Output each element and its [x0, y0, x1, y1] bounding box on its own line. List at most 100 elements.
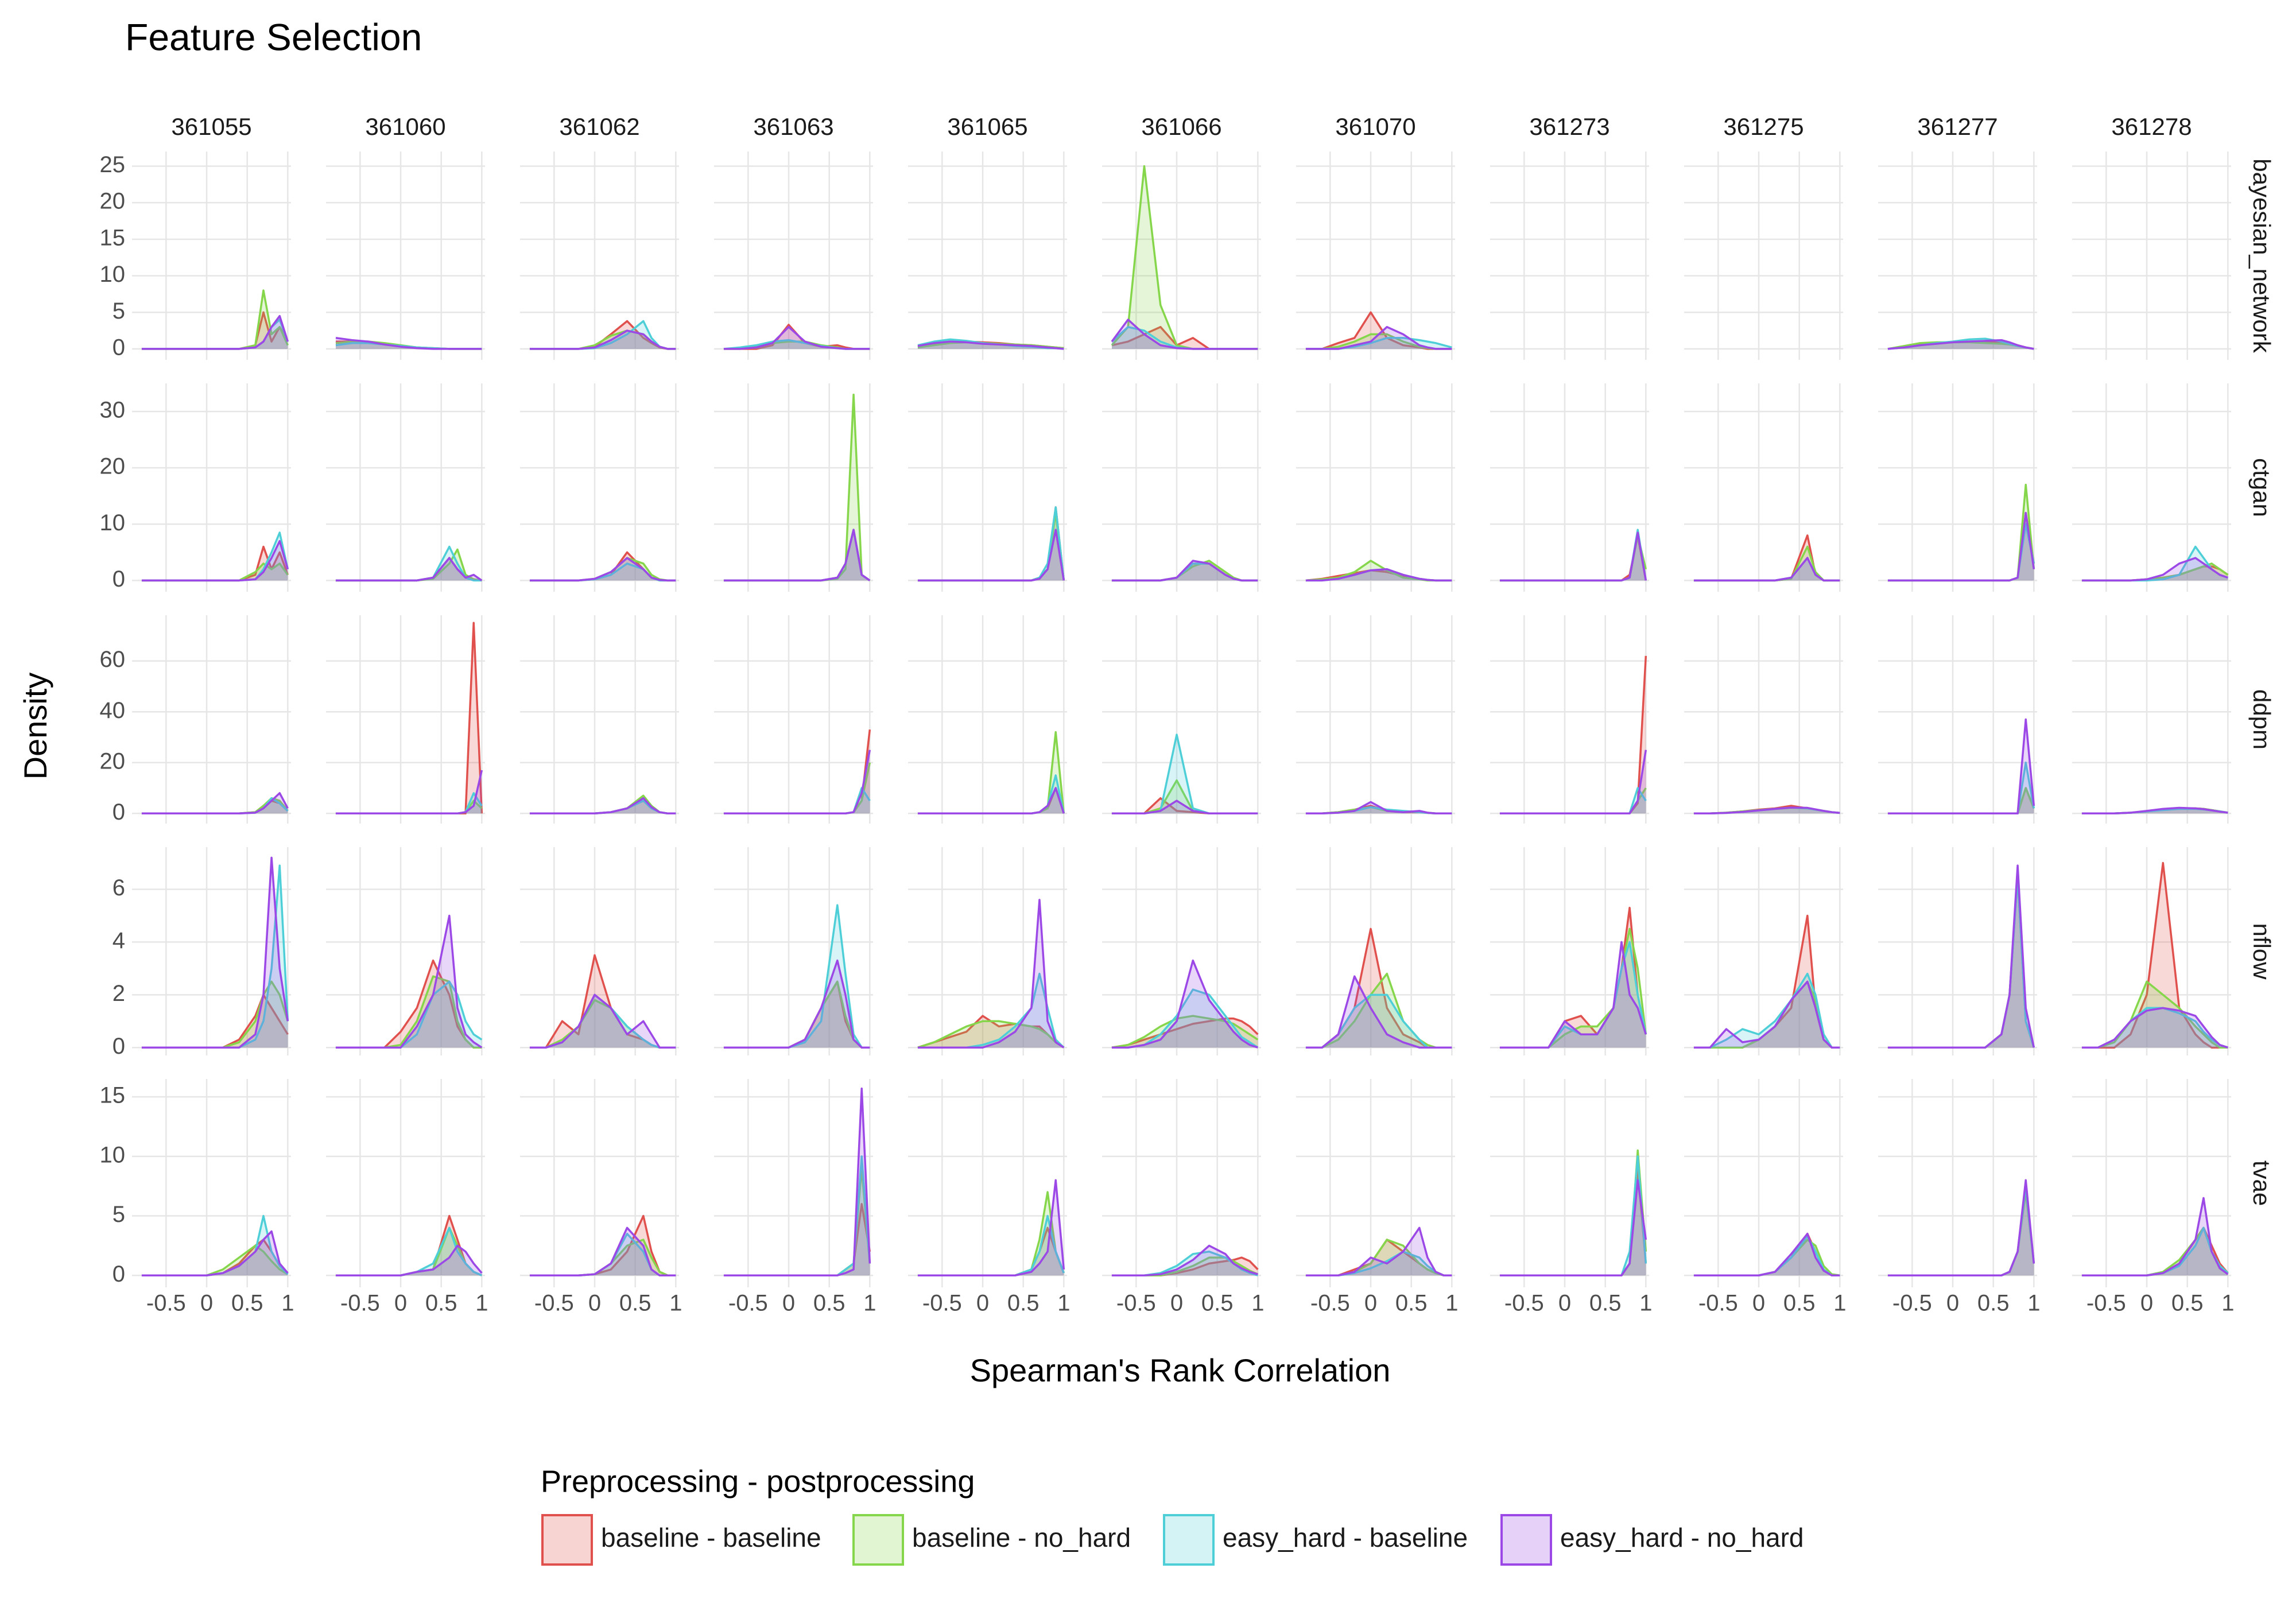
density-area: [1887, 1180, 2034, 1276]
density-area: [335, 960, 482, 1048]
density-area: [1887, 1192, 2034, 1276]
density-area: [2081, 1008, 2228, 1048]
legend-label: baseline - baseline: [601, 1523, 821, 1552]
density-area: [1305, 802, 1452, 814]
density-area: [529, 1233, 676, 1276]
column-label: 361070: [1335, 113, 1415, 140]
density-line: [1887, 1185, 2035, 1277]
x-tick-label: -0.5: [146, 1291, 186, 1316]
density-area: [1887, 876, 2034, 1048]
x-tick-label: 1: [281, 1291, 294, 1316]
density-area: [529, 321, 676, 349]
density-area: [141, 312, 288, 349]
x-tick-label: 0.5: [231, 1291, 263, 1316]
density-line: [723, 959, 870, 1049]
x-tick-label: 0: [1752, 1291, 1765, 1316]
density-area: [1887, 876, 2034, 1048]
density-line: [1693, 557, 1840, 582]
legend-label: baseline - no_hard: [912, 1523, 1131, 1552]
x-tick-label: 0: [976, 1291, 989, 1316]
density-area: [1887, 1186, 2034, 1276]
density-line: [335, 914, 483, 1049]
density-area: [1305, 1228, 1452, 1276]
density-line: [529, 329, 676, 350]
density-area: [723, 1168, 870, 1276]
density-area: [1305, 973, 1452, 1048]
density-line: [335, 799, 483, 815]
density-area: [1305, 569, 1452, 581]
y-tick-label: 60: [100, 647, 126, 672]
density-area: [1499, 788, 1646, 814]
density-line: [1305, 325, 1452, 350]
y-tick-label: 10: [100, 262, 126, 287]
y-tick-label: 10: [100, 510, 126, 535]
density-line: [1111, 560, 1258, 582]
density-area: [2081, 863, 2228, 1048]
x-tick-label: -0.5: [1116, 1291, 1156, 1316]
density-area: [1499, 530, 1646, 581]
density-area: [1111, 989, 1258, 1048]
density-area: [529, 995, 676, 1048]
density-area: [529, 801, 676, 814]
density-line: [1111, 319, 1258, 350]
density-area: [723, 750, 870, 814]
density-line: [335, 770, 483, 815]
density-area: [529, 321, 676, 349]
x-tick-label: 0: [1946, 1291, 1959, 1316]
chart-title: Feature Selection: [125, 15, 422, 58]
density-line: [1887, 523, 2035, 582]
density-line: [917, 774, 1065, 815]
density-area: [529, 1228, 676, 1276]
density-line: [723, 762, 871, 815]
density-line: [723, 1087, 871, 1277]
row-label: nflow: [2248, 923, 2275, 980]
density-area: [1499, 655, 1646, 814]
density-area: [141, 865, 288, 1048]
density-area: [1499, 535, 1646, 581]
density-area: [335, 770, 482, 814]
density-area: [529, 558, 676, 581]
density-area: [917, 973, 1064, 1048]
density-line: [335, 792, 483, 815]
density-area: [723, 327, 870, 349]
density-area: [2081, 563, 2228, 581]
density-area: [1693, 1236, 1840, 1276]
column-label: 361060: [365, 113, 445, 140]
density-area: [141, 793, 288, 814]
density-area: [1887, 788, 2034, 814]
x-tick-label: 1: [1251, 1291, 1264, 1316]
y-tick-label: 0: [113, 1261, 125, 1287]
density-area: [141, 290, 288, 349]
x-tick-label: 0.5: [1007, 1291, 1040, 1316]
density-area: [335, 793, 482, 814]
density-line: [723, 1167, 871, 1277]
density-line: [1499, 787, 1647, 815]
x-tick-label: 0.5: [1977, 1291, 2010, 1316]
x-tick-label: 0: [1364, 1291, 1377, 1316]
density-area: [2081, 558, 2228, 581]
density-line: [917, 731, 1065, 815]
density-area: [1305, 334, 1452, 349]
legend-key: [541, 1514, 593, 1566]
density-line: [1887, 339, 2034, 350]
density-area: [141, 1245, 288, 1276]
density-area: [1111, 1016, 1258, 1048]
density-line: [335, 1244, 483, 1277]
density-area: [141, 532, 288, 581]
density-area: [917, 1021, 1064, 1048]
y-tick-label: 2: [113, 981, 125, 1006]
x-tick-label: 1: [863, 1291, 876, 1316]
density-area: [917, 513, 1064, 581]
density-area: [1111, 960, 1258, 1048]
density-area: [1305, 337, 1452, 349]
density-area: [723, 1156, 870, 1276]
density-area: [529, 558, 676, 581]
density-line: [1887, 864, 2035, 1049]
density-line: [1305, 801, 1452, 815]
density-area: [917, 530, 1064, 581]
density-area: [1693, 1233, 1840, 1276]
density-line: [141, 315, 289, 350]
x-tick-label: 0: [2140, 1291, 2153, 1316]
density-line: [2081, 806, 2228, 815]
x-tick-label: 0: [1170, 1291, 1183, 1316]
